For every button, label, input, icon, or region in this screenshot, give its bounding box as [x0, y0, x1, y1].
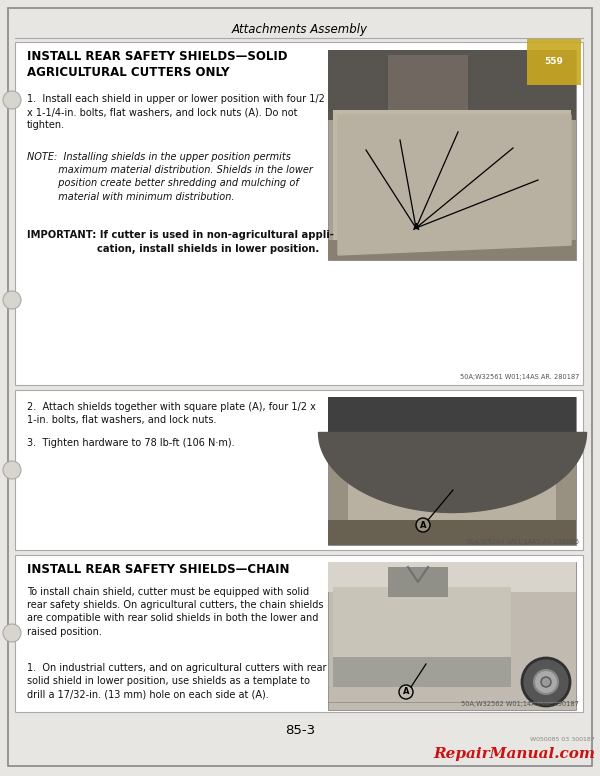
Text: IMPORTANT: If cutter is used in non-agricultural appli-
                    cati: IMPORTANT: If cutter is used in non-agri…: [27, 230, 334, 254]
Text: A: A: [403, 688, 409, 697]
FancyBboxPatch shape: [333, 110, 571, 245]
Text: INSTALL REAR SAFETY SHIELDS—SOLID
AGRICULTURAL CUTTERS ONLY: INSTALL REAR SAFETY SHIELDS—SOLID AGRICU…: [27, 50, 287, 79]
Text: RepairManual.com: RepairManual.com: [433, 747, 595, 761]
Circle shape: [409, 221, 423, 235]
FancyBboxPatch shape: [328, 562, 576, 592]
Circle shape: [3, 91, 21, 109]
Text: A: A: [413, 223, 419, 233]
FancyBboxPatch shape: [333, 587, 511, 667]
Text: A: A: [420, 521, 426, 529]
Text: 3.  Tighten hardware to 78 lb-ft (106 N·m).: 3. Tighten hardware to 78 lb-ft (106 N·m…: [27, 438, 235, 448]
FancyBboxPatch shape: [328, 50, 576, 260]
Text: Attachments Assembly: Attachments Assembly: [232, 23, 368, 36]
FancyBboxPatch shape: [328, 397, 576, 437]
Text: 559: 559: [545, 57, 563, 67]
FancyBboxPatch shape: [15, 555, 583, 712]
FancyBboxPatch shape: [328, 240, 576, 260]
Text: 85-3: 85-3: [285, 724, 315, 737]
FancyBboxPatch shape: [15, 390, 583, 550]
FancyBboxPatch shape: [333, 657, 511, 687]
FancyBboxPatch shape: [15, 42, 583, 385]
Text: 1.  On industrial cutters, and on agricultural cutters with rear
solid shield in: 1. On industrial cutters, and on agricul…: [27, 663, 326, 699]
FancyBboxPatch shape: [328, 562, 576, 710]
Text: INSTALL REAR SAFETY SHIELDS—CHAIN: INSTALL REAR SAFETY SHIELDS—CHAIN: [27, 563, 290, 576]
Text: 2.  Attach shields together with square plate (A), four 1/2 x
1-in. bolts, flat : 2. Attach shields together with square p…: [27, 402, 316, 425]
Circle shape: [534, 670, 558, 694]
Circle shape: [3, 291, 21, 309]
Text: 50A;W9264 W01;14AS AS 281086: 50A;W9264 W01;14AS AS 281086: [466, 539, 579, 545]
Text: 1.  Install each shield in upper or lower position with four 1/2
x 1-1/4-in. bol: 1. Install each shield in upper or lower…: [27, 94, 325, 130]
Circle shape: [541, 677, 551, 687]
Text: NOTE:  Installing shields in the upper position permits
          maximum materi: NOTE: Installing shields in the upper po…: [27, 152, 313, 202]
Circle shape: [399, 685, 413, 699]
FancyBboxPatch shape: [328, 397, 576, 545]
FancyBboxPatch shape: [388, 567, 448, 597]
FancyBboxPatch shape: [328, 50, 576, 120]
FancyBboxPatch shape: [388, 55, 468, 110]
FancyBboxPatch shape: [348, 447, 556, 527]
Circle shape: [416, 518, 430, 532]
FancyBboxPatch shape: [8, 8, 592, 766]
Text: To install chain shield, cutter must be equipped with solid
rear safety shields.: To install chain shield, cutter must be …: [27, 587, 323, 636]
Text: 50A;W32561 W01;14AS AR. 280187: 50A;W32561 W01;14AS AR. 280187: [460, 374, 579, 380]
Text: W050085 03 300187: W050085 03 300187: [530, 737, 595, 742]
Polygon shape: [338, 115, 571, 255]
Circle shape: [3, 624, 21, 642]
Text: 50A;W32562 W01;14AS AT. 290187: 50A;W32562 W01;14AS AT. 290187: [461, 701, 579, 707]
FancyBboxPatch shape: [328, 520, 576, 545]
Circle shape: [522, 658, 570, 706]
Circle shape: [3, 461, 21, 479]
